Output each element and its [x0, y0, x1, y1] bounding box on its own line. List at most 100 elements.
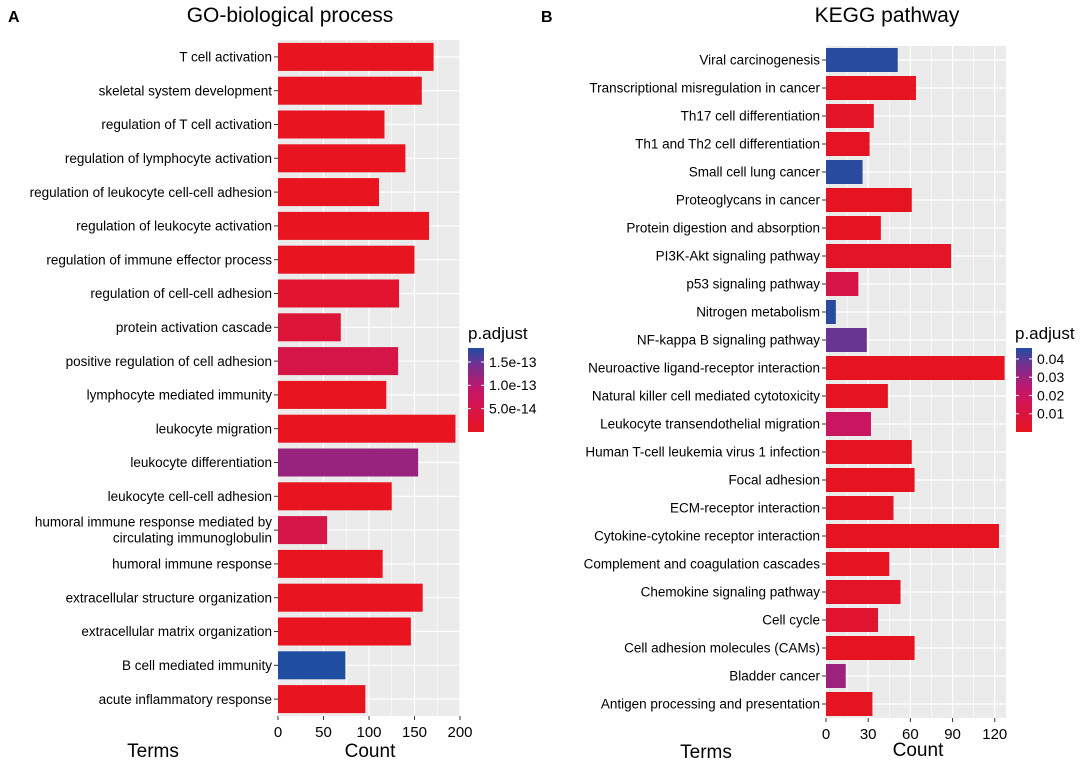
panel-a-legend-title: p.adjust — [468, 324, 528, 343]
panel-b-legend-tick-label: 0.01 — [1037, 406, 1064, 422]
panel-b-x-tick-label: 120 — [982, 726, 1007, 743]
panel-a-bar — [278, 313, 341, 342]
panel-b-category-label: Cell cycle — [762, 613, 820, 628]
panel-a-category-label: skeletal system development — [99, 83, 273, 98]
panel-a-bar — [278, 380, 387, 409]
panel-b-category-label: Leukocyte transendothelial migration — [600, 417, 820, 432]
panel-b-bar — [826, 272, 859, 296]
panel-a-x-tick-label: 100 — [356, 724, 381, 741]
panel-a-label: A — [8, 9, 20, 26]
panel-b-y-axis-title: Terms — [680, 742, 732, 762]
panel-b-bar — [826, 244, 952, 268]
panel-b-category-label: Small cell lung cancer — [689, 165, 821, 180]
panel-b-bar — [826, 552, 890, 576]
panel-a-bar — [278, 211, 430, 240]
panel-a-y-axis-title: Terms — [127, 741, 179, 762]
panel-b-bar — [826, 300, 836, 324]
panel-a-legend-colorbar — [468, 348, 484, 432]
panel-b-bar — [826, 524, 999, 548]
panel-a-category-label: humoral immune response mediated by circu… — [35, 515, 272, 546]
panel-b-bar — [826, 608, 879, 632]
panel-b-bar — [826, 692, 873, 716]
panel-b-legend: p.adjust 0.04 0.03 0.02 0.01 — [1015, 324, 1075, 432]
panel-a-category-label: regulation of leukocyte cell-cell adhesi… — [30, 185, 272, 200]
panel-a-legend-ticks: 1.5e-13 1.0e-13 5.0e-14 — [468, 354, 537, 417]
panel-a-bar — [278, 347, 399, 376]
panel-b: B KEGG pathway Viral carcinogenesis Trans… — [541, 4, 1075, 762]
panel-b-category-label: Bladder cancer — [729, 669, 820, 684]
panel-a-category-label: extracellular matrix organization — [81, 624, 272, 639]
panel-a-category-label: acute inflammatory response — [99, 692, 272, 707]
panel-a-bar — [278, 279, 400, 308]
panel-b-category-label: Transcriptional misregulation in cancer — [589, 81, 820, 96]
panel-b-category-label: Complement and coagulation cascades — [584, 557, 821, 572]
panel-b-category-label: Th1 and Th2 cell differentiation — [635, 137, 820, 152]
panel-b-x-tick-label: 90 — [944, 726, 961, 743]
panel-a-x-tick-label: 0 — [274, 724, 282, 741]
panel-b-category-label: Viral carcinogenesis — [699, 53, 820, 68]
panel-a-category-label: protein activation cascade — [116, 320, 272, 335]
panel-a-bar — [278, 42, 434, 71]
panel-b-bar — [826, 440, 912, 464]
panel-b-bar — [826, 104, 874, 128]
panel-b-legend-tick-label: 0.02 — [1037, 387, 1064, 403]
panel-b-legend-tick-label: 0.04 — [1037, 351, 1064, 367]
panel-a-category-label: regulation of cell-cell adhesion — [90, 286, 272, 301]
panel-b-legend-colorbar — [1016, 348, 1032, 432]
panel-a-category-label: lymphocyte mediated immunity — [87, 388, 273, 403]
panel-a-legend-tick-label: 1.0e-13 — [489, 377, 537, 393]
panel-b-category-label: Neuroactive ligand-receptor interaction — [588, 361, 820, 376]
panel-a-bar — [278, 448, 419, 477]
panel-a-bar — [278, 76, 422, 105]
panel-b-bar — [826, 496, 894, 520]
panel-a-bar — [278, 414, 456, 443]
panel-b-bars — [826, 48, 1005, 716]
panel-a-bars — [278, 42, 456, 714]
panel-b-bar — [826, 48, 898, 72]
panel-a-x-tick-label: 50 — [315, 724, 332, 741]
panel-b-bar — [826, 216, 881, 240]
panel-a-bar — [278, 144, 406, 173]
panel-a-x-tick-label: 200 — [447, 724, 472, 741]
panel-a-bar — [278, 549, 383, 578]
panel-b-category-label: ECM-receptor interaction — [670, 501, 820, 516]
panel-b-category-label: Natural killer cell mediated cytotoxicit… — [592, 389, 820, 404]
panel-b-x-tick-label: 60 — [902, 726, 919, 743]
panel-b-bar — [826, 468, 915, 492]
panel-b-category-label: Proteoglycans in cancer — [676, 193, 821, 208]
panel-b-category-label: Th17 cell differentiation — [681, 109, 820, 124]
panel-a-category-label: positive regulation of cell adhesion — [66, 354, 272, 369]
panel-b-x-tick-label: 30 — [860, 726, 877, 743]
panel-b-category-label: PI3K-Akt signaling pathway — [656, 249, 821, 264]
panel-a-bar — [278, 110, 385, 139]
panel-a-category-label: B cell mediated immunity — [122, 658, 272, 673]
panel-a-legend-tick-label: 5.0e-14 — [489, 401, 537, 417]
panel-a-category-label: humoral immune response — [112, 557, 272, 572]
panel-b-category-label: Nitrogen metabolism — [696, 305, 820, 320]
panel-b-legend-title: p.adjust — [1015, 324, 1075, 343]
panel-a-legend-tick-label: 1.5e-13 — [489, 354, 537, 370]
panel-b-bar — [826, 664, 846, 688]
panel-b-bar — [826, 188, 912, 212]
panel-a-category-label: leukocyte migration — [156, 421, 272, 436]
panel-b-legend-ticks: 0.04 0.03 0.02 0.01 — [1016, 351, 1064, 422]
panel-b-category-label: Chemokine signaling pathway — [641, 585, 821, 600]
panel-a-bar — [278, 178, 380, 207]
panel-b-x-ticks: 0 30 60 90 120 — [822, 718, 1007, 743]
panel-b-bar — [826, 412, 871, 436]
panel-a-bar — [278, 685, 366, 714]
panel-b-category-label: Human T-cell leukemia virus 1 infection — [585, 445, 820, 460]
panel-b-bar — [826, 328, 867, 352]
panel-b-bar — [826, 132, 870, 156]
panel-a-legend: p.adjust 1.5e-13 1.0e-13 5.0e-14 — [468, 324, 537, 432]
panel-b-category-labels: Viral carcinogenesis Transcriptional misr… — [584, 53, 826, 712]
panel-b-bar — [826, 636, 915, 660]
panel-a-bar — [278, 583, 423, 612]
panel-b-x-axis-title: Count — [893, 740, 944, 761]
panel-a: A GO-biological process T cell activatio… — [8, 4, 537, 762]
panel-b-bar — [826, 580, 901, 604]
panel-a-category-label: leukocyte cell-cell adhesion — [108, 489, 272, 504]
panel-b-category-label: Cell adhesion molecules (CAMs) — [624, 641, 820, 656]
